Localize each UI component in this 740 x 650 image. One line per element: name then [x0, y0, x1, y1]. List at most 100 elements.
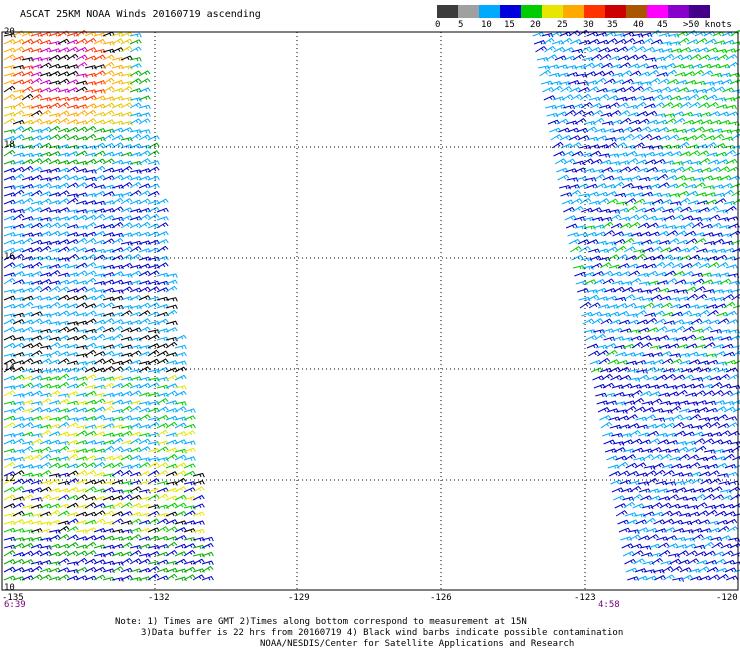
- wind-barb: [156, 198, 169, 205]
- wind-barb: [603, 439, 616, 445]
- wind-barb: [66, 321, 79, 326]
- wind-barb: [692, 69, 705, 77]
- wind-barb: [156, 397, 169, 405]
- wind-barb: [93, 158, 106, 165]
- wind-barb: [697, 464, 710, 470]
- wind-barb: [39, 369, 52, 374]
- wind-barb: [138, 470, 151, 477]
- wind-barb: [669, 456, 682, 461]
- wind-barb: [93, 190, 106, 197]
- wind-barb: [147, 175, 160, 181]
- wind-barb: [48, 519, 61, 525]
- wind-barb: [84, 390, 97, 397]
- wind-barb: [129, 57, 142, 62]
- wind-barb: [66, 46, 79, 53]
- wind-barb: [30, 472, 43, 478]
- wind-barb: [174, 448, 187, 454]
- wind-barb: [102, 510, 115, 517]
- wind-barb: [614, 503, 627, 509]
- wind-barb: [30, 189, 43, 197]
- wind-barb: [102, 327, 115, 333]
- wind-barb: [111, 437, 124, 445]
- wind-barb: [689, 261, 702, 269]
- wind-barb: [138, 270, 151, 277]
- wind-barb: [66, 87, 79, 93]
- wind-barb: [590, 311, 603, 317]
- wind-barb: [21, 422, 34, 429]
- wind-barb: [30, 38, 43, 45]
- wind-barb: [673, 374, 686, 381]
- wind-barb: [147, 565, 160, 573]
- wind-barb: [12, 71, 25, 77]
- wind-barb: [558, 81, 571, 86]
- wind-barb: [541, 32, 554, 38]
- wind-barb: [550, 134, 563, 141]
- wind-barb: [174, 576, 187, 582]
- wind-barb: [657, 542, 670, 549]
- wind-barb: [48, 167, 61, 173]
- wind-barb: [192, 472, 205, 478]
- wind-barb: [668, 401, 681, 406]
- wind-barb: [677, 190, 690, 197]
- wind-barb: [111, 325, 124, 333]
- wind-barb: [726, 319, 739, 325]
- wind-barb: [165, 526, 178, 533]
- wind-barb: [589, 150, 602, 157]
- wind-barb: [663, 215, 676, 221]
- wind-barb: [75, 214, 88, 221]
- wind-barb: [580, 152, 593, 158]
- wind-barb: [30, 513, 43, 518]
- wind-barb: [129, 287, 142, 293]
- wind-barb: [174, 344, 187, 350]
- wind-barb: [589, 102, 602, 109]
- wind-barb: [542, 37, 555, 45]
- wind-barb: [653, 469, 666, 477]
- wind-barb: [591, 109, 604, 117]
- wind-barb: [138, 457, 151, 462]
- wind-barb: [165, 567, 178, 573]
- wind-barb: [669, 510, 682, 517]
- wind-barb: [604, 343, 617, 349]
- wind-barb: [48, 456, 61, 462]
- wind-barb: [111, 408, 124, 414]
- wind-barb: [641, 191, 654, 197]
- wind-barb: [722, 39, 735, 45]
- wind-barb: [147, 470, 160, 477]
- wind-barb: [615, 302, 628, 309]
- wind-barb: [21, 494, 34, 501]
- wind-barb: [165, 327, 178, 333]
- wind-barb: [57, 71, 70, 77]
- wind-barb: [102, 238, 115, 245]
- wind-barb: [715, 361, 728, 366]
- wind-barb: [138, 221, 151, 229]
- wind-barb: [84, 469, 97, 477]
- wind-barb: [30, 318, 43, 325]
- wind-barb: [575, 73, 588, 78]
- wind-barb: [634, 101, 647, 109]
- wind-barb: [591, 318, 604, 325]
- wind-barb: [12, 478, 25, 485]
- wind-barb: [111, 57, 124, 62]
- wind-barb: [674, 279, 687, 285]
- wind-barb: [156, 262, 169, 269]
- wind-barb: [601, 373, 613, 381]
- wind-barb: [75, 270, 88, 277]
- wind-barb: [84, 535, 97, 541]
- wind-barb: [657, 78, 670, 85]
- wind-barb: [174, 390, 187, 397]
- wind-barb: [57, 257, 70, 262]
- wind-barb: [111, 489, 124, 494]
- colorbar-tick-label: 5: [458, 20, 464, 30]
- wind-barb: [156, 487, 169, 493]
- wind-barb: [664, 270, 677, 277]
- wind-barb: [696, 94, 709, 101]
- wind-barb: [686, 39, 699, 45]
- wind-barb: [691, 377, 704, 382]
- wind-barb: [84, 374, 97, 381]
- wind-barb: [675, 182, 688, 189]
- wind-barb: [725, 518, 738, 525]
- wind-barb: [66, 239, 79, 245]
- wind-barb: [622, 133, 635, 141]
- wind-barb: [183, 549, 196, 557]
- wind-barb: [84, 407, 97, 413]
